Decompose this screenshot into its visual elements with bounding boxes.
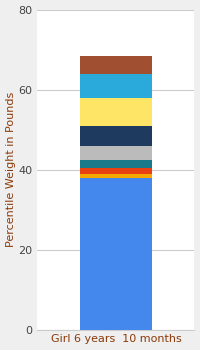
Bar <box>80 174 152 177</box>
Bar <box>80 126 152 146</box>
Bar <box>80 160 152 168</box>
Bar <box>80 98 152 126</box>
Bar <box>80 56 152 74</box>
Bar <box>80 146 152 160</box>
Y-axis label: Percentile Weight in Pounds: Percentile Weight in Pounds <box>6 92 16 247</box>
Bar <box>80 177 152 330</box>
Bar <box>80 74 152 98</box>
Bar <box>80 168 152 174</box>
